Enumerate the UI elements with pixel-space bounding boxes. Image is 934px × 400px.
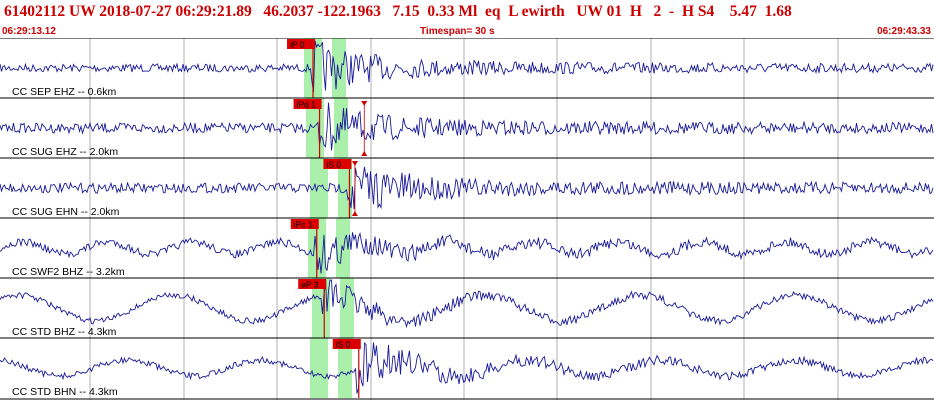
pick-label: eP 3 xyxy=(301,280,319,290)
amplitude-marker-bottom xyxy=(361,151,368,156)
pick-label: iPd 1 xyxy=(297,100,317,110)
station-label: CC SUG EHN -- 2.0km xyxy=(12,206,120,218)
pick-label: iPc 1 xyxy=(294,220,313,230)
station-label: CC STD BHN -- 4.3km xyxy=(12,386,118,398)
pick-marker[interactable] xyxy=(290,219,319,229)
event-title: 61402112 UW 2018-07-27 06:29:21.89 46.20… xyxy=(4,3,792,20)
pick-marker[interactable] xyxy=(323,159,352,169)
pick-highlight xyxy=(332,38,346,98)
pick-highlight xyxy=(310,338,328,398)
pick-highlight xyxy=(312,278,330,338)
station-label: CC SUG EHZ -- 2.0km xyxy=(12,146,118,158)
pick-label: iP 0 xyxy=(290,40,305,50)
pick-label: iS 0 xyxy=(326,160,341,170)
waveform-trace xyxy=(0,166,934,210)
pick-marker[interactable] xyxy=(298,279,327,289)
amplitude-marker-top xyxy=(361,101,368,106)
waveform-trace xyxy=(0,102,934,151)
waveform-trace xyxy=(0,279,934,329)
pick-marker[interactable] xyxy=(287,39,316,49)
pick-marker[interactable] xyxy=(293,99,322,109)
amplitude-marker-bottom xyxy=(351,211,358,216)
pick-marker[interactable] xyxy=(332,339,361,349)
pick-highlight xyxy=(340,278,354,338)
pick-highlight xyxy=(338,158,352,218)
amplitude-marker-top xyxy=(351,161,358,166)
pick-label: iS 0 xyxy=(336,340,351,350)
seismogram-panel[interactable]: iP 0 CC SEP EHZ -- 0.6km iPd 1 CC SUG EHZ -… xyxy=(0,38,934,400)
waveform-trace xyxy=(0,231,934,274)
event-header: 61402112 UW 2018-07-27 06:29:21.89 46.20… xyxy=(0,0,934,24)
pick-highlight xyxy=(338,338,352,398)
station-label: CC STD BHZ -- 4.3km xyxy=(12,326,117,338)
waveform-trace xyxy=(0,40,934,93)
station-label: CC SEP EHZ -- 0.6km xyxy=(12,86,116,98)
time-end-label: 06:29:43.33 xyxy=(877,26,931,37)
pick-highlight xyxy=(334,98,348,158)
station-label: CC SWF2 BHZ -- 3.2km xyxy=(12,266,125,278)
time-start-label: 06:29:13.12 xyxy=(2,26,56,37)
timespan-label: Timespan= 30 s xyxy=(420,26,495,37)
pick-highlight xyxy=(310,158,328,218)
waveform-trace xyxy=(0,342,934,394)
